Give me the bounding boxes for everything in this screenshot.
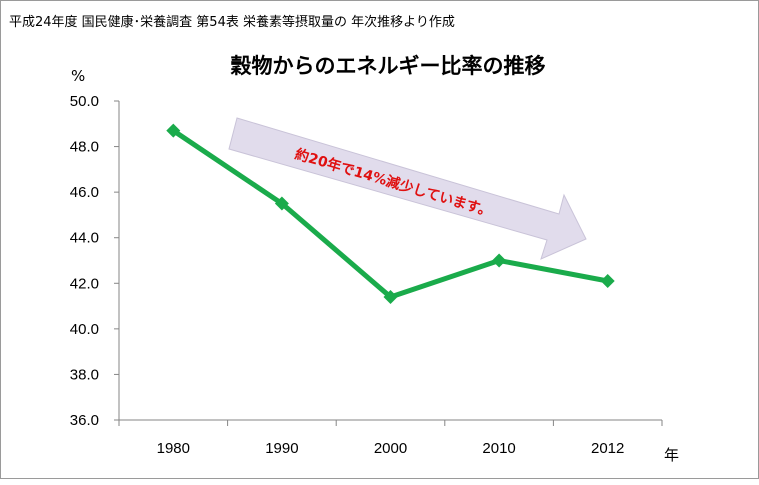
chart-title: 穀物からのエネルギー比率の推移 (231, 54, 546, 78)
data-point-marker (274, 196, 289, 211)
data-point-marker (383, 289, 398, 304)
annotation-arrow-shape (228, 117, 587, 260)
y-tick-label: 40.0 (70, 321, 99, 338)
data-point-marker (166, 123, 181, 138)
x-tick-label: 2012 (591, 440, 624, 457)
annotation-arrow: 約20年で14%減少しています。 (228, 117, 587, 260)
y-tick-label: 36.0 (70, 412, 99, 429)
y-tick-label: 46.0 (70, 184, 99, 201)
x-tick-label: 2010 (482, 440, 515, 457)
data-point-marker (600, 274, 615, 289)
x-tick-label: 2000 (374, 440, 407, 457)
y-tick-label: 44.0 (70, 230, 99, 247)
annotation-text: 約20年で14%減少しています。 (293, 146, 494, 221)
y-tick-label: 50.0 (70, 93, 99, 110)
x-axis-unit: 年 (664, 446, 679, 464)
y-axis-unit: % (71, 67, 85, 85)
plot-area (166, 123, 615, 304)
source-note: 平成24年度 国民健康･栄養調査 第54表 栄養素等摂取量の 年次推移より作成 (9, 14, 455, 30)
x-tick-label: 1980 (157, 440, 190, 457)
y-tick-label: 48.0 (70, 139, 99, 156)
y-tick-label: 38.0 (70, 366, 99, 383)
y-tick-label: 42.0 (70, 275, 99, 292)
data-point-marker (492, 253, 507, 268)
x-tick-label: 1990 (265, 440, 298, 457)
axes: 36.0 38.0 40.0 42.0 44.0 46.0 48.0 50.0 1980 1990… (70, 93, 663, 457)
